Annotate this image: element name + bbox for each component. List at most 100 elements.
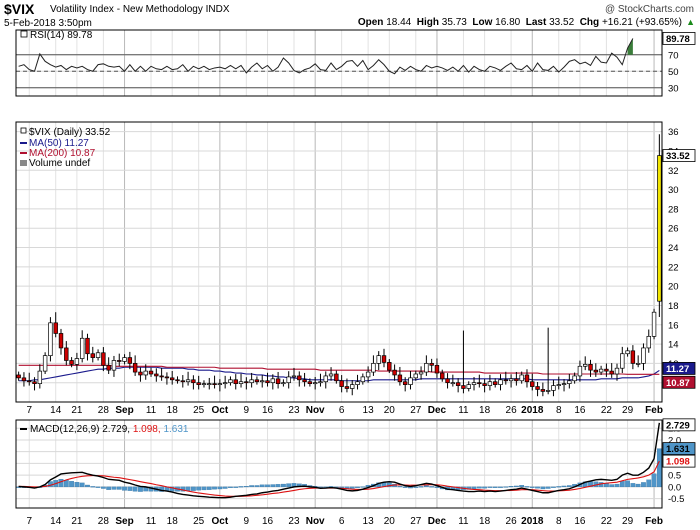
macd-frame [15,419,663,509]
macd-tick-label: -0.5 [668,494,684,505]
macd-histogram-bar [641,482,646,488]
price-last-value-tag: 33.52 [666,151,690,162]
macd-histogram-bar [508,486,514,488]
candle-body [212,383,217,386]
macd-x-tick-label: Sep [115,516,133,527]
macd-histogram-bar [217,486,223,490]
rsi-last-value-tag: 89.78 [666,34,690,45]
macd-histogram-bar [243,486,249,488]
rsi-tick-label: 50 [668,67,679,78]
macd-x-tick-label: 13 [363,516,375,527]
macd-histogram-bar [482,486,487,489]
signal-last-value-tag: 1.098 [666,457,690,468]
macd-x-tick-label: 6 [339,516,345,527]
candle-body [657,155,662,302]
macd-histogram-bar [604,483,609,488]
candle-body [556,384,561,386]
rsi-last-value-tag-box [662,32,696,45]
macd-histogram-bar [127,486,133,491]
macd-histogram-bar [74,482,80,488]
candle-body [482,383,487,386]
candle-body [159,375,164,378]
candle-body [477,382,482,385]
candle-body [185,379,191,383]
price-x-tick-label: 27 [410,405,422,416]
candle-body [222,382,228,385]
low-value: 16.80 [495,17,521,28]
macd-last-value-tag-box [662,418,696,432]
price-x-tick-label: 16 [574,405,586,416]
macd-histogram-bar [609,484,615,488]
macd-x-tick-label: 28 [98,516,110,527]
price-x-tick-label: Dec [428,405,447,416]
chart-date: 5-Feb-2018 3:50pm [4,18,92,29]
macd-histogram-bar [116,486,122,490]
candle-body [530,381,535,387]
macd-line [18,422,661,499]
macd-x-tick-label: 11 [146,516,157,527]
macd-x-tick-label: Oct [212,516,229,527]
ma50-last-value-tag-box [662,362,696,375]
candle-body [233,379,238,385]
macd-histogram-bar [132,486,138,492]
candle-body [434,364,440,374]
macd-histogram-bar [545,486,551,489]
candle-body [312,382,318,385]
candle-body [630,350,636,364]
signal-last-value-tag-box [662,454,696,468]
price-x-tick-label: 28 [98,405,110,416]
macd-histogram-bar [222,486,228,489]
candle-body [620,353,625,369]
macd-x-tick-label: 21 [71,516,83,527]
macd-x-tick-label: 29 [622,516,634,527]
candle-body [323,375,328,383]
candle-body [371,363,376,373]
candle-body [249,379,254,384]
candle-body [228,379,233,384]
candle-body [334,373,339,382]
macd-x-tick-label: 8 [556,516,562,527]
price-x-tick-label: 26 [506,405,518,416]
macd-histogram-bar [540,486,546,490]
candle-body [455,382,461,386]
ma50-line [18,366,660,382]
candle-body [350,384,355,389]
price-tick-label: 32 [668,166,679,177]
ma50-last-value-tag: 11.27 [666,364,689,375]
macd-histogram-bar [100,486,106,489]
macd-histogram-bar [286,483,292,488]
candle-body [540,389,546,392]
chg-value: +16.21 (+93.65%) [601,17,682,28]
rsi-overbought-fill [627,38,633,55]
macd-histogram-bar [614,483,620,488]
macd-legend: MACD(12,26,9) 2.729, 1.098, 1.631 [30,424,189,435]
macd-panel: -0.50.00.51.01.52.02.5MACD(12,26,9) 2.72… [15,418,696,527]
candle-body [32,381,37,385]
macd-tick-label: 0.0 [668,482,681,493]
volume-legend-swatch [20,160,27,166]
macd-histogram-bar [646,479,652,488]
candle-body [614,367,620,375]
price-x-tick-label: 22 [601,405,613,416]
high-label: High [416,17,440,28]
macd-histogram-bar [196,486,202,491]
candle-body [90,353,95,358]
candle-body [302,379,307,383]
rsi-legend-swatch [20,30,28,38]
chg-label: Chg [579,17,600,28]
macd-histogram-bar [535,486,540,489]
macd-histogram-bar [254,485,260,488]
candle-body [598,368,604,373]
candle-body [170,377,175,381]
macd-histogram-bar [233,486,239,488]
candle-body [413,373,418,379]
candle-body [95,352,101,358]
price-x-tick-label: 2018 [521,405,544,416]
candle-body [498,379,503,385]
candle-body [429,363,434,366]
macd-histogram-bar [566,485,572,488]
macd-histogram-bar [434,486,440,488]
candle-body [365,371,371,378]
price-tick-label: 18 [668,301,679,312]
macd-legend-part-2: 1.098, [133,424,164,435]
